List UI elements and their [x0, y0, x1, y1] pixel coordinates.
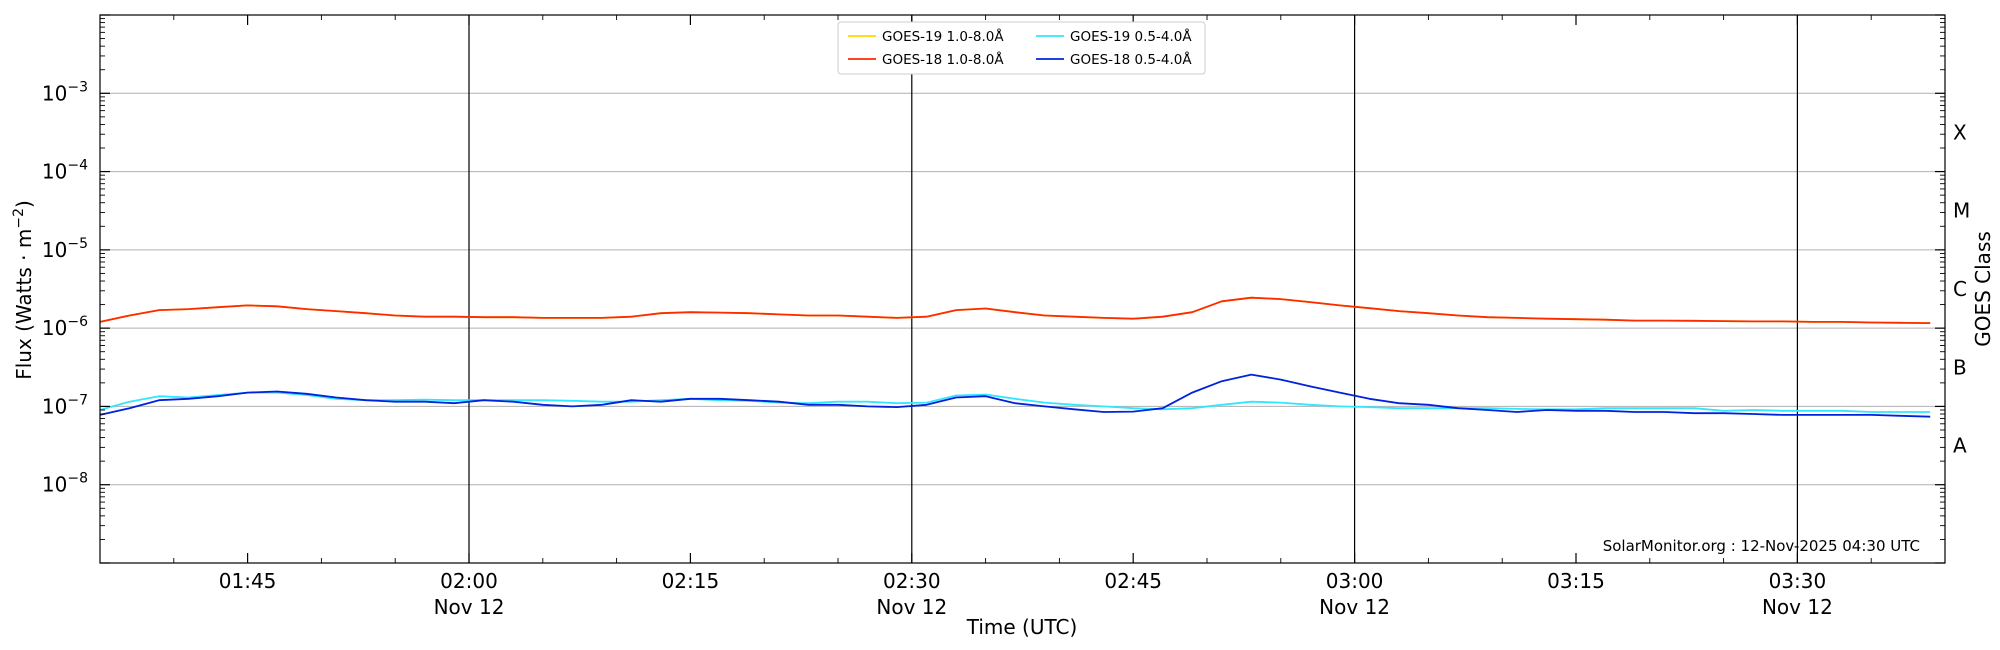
x-tick-date-label: Nov 12 — [1762, 595, 1833, 619]
y-tick-label: 10−3 — [42, 79, 88, 105]
legend-label: GOES-18 1.0-8.0Å — [882, 51, 1004, 68]
day-boundary-lines — [468, 15, 1799, 563]
series-lines — [99, 296, 1931, 418]
x-tick-label: 03:15 — [1547, 569, 1605, 593]
plot-frame — [99, 14, 1946, 564]
x-tick-label: 02:15 — [662, 569, 720, 593]
y-axis-label: Flux (Watts · m−2) — [11, 200, 36, 380]
legend-label: GOES-19 1.0-8.0Å — [882, 28, 1004, 45]
legend: GOES-19 1.0-8.0Å GOES-18 1.0-8.0Å GOES-19 … — [837, 21, 1206, 75]
x-tick-label: 03:00 — [1326, 569, 1384, 593]
credit-text: SolarMonitor.org : 12-Nov-2025 04:30 UTC — [1603, 537, 1920, 555]
x-tick-date-label: Nov 12 — [434, 595, 505, 619]
x-tick-label: 02:00 — [440, 569, 498, 593]
series-line-1 — [99, 296, 1931, 324]
x-tick-label: 01:45 — [219, 569, 277, 593]
goes-class-labels: X M C B A — [1953, 120, 1970, 457]
y-tick-label: 10−6 — [42, 314, 88, 340]
legend-box — [837, 21, 1206, 75]
y-tick-label: 10−7 — [42, 392, 88, 418]
grid-lines — [100, 92, 1945, 486]
y-tick-labels: 10−3 10−4 10−5 10−6 10−7 10−8 — [42, 79, 88, 496]
axis-ticks — [100, 14, 1945, 564]
series-line-0 — [99, 296, 1931, 324]
x-tick-label: 02:45 — [1104, 569, 1162, 593]
x-tick-date-label: Nov 12 — [1319, 595, 1390, 619]
y-axis-label-exponent: −2 — [11, 208, 27, 229]
series-line-3 — [99, 373, 1931, 418]
x-tick-label: 02:30 — [883, 569, 941, 593]
y-tick-label: 10−5 — [42, 236, 88, 262]
x-tick-label: 03:30 — [1769, 569, 1827, 593]
right-axis-label: GOES Class — [1971, 231, 1995, 347]
y-tick-label: 10−8 — [42, 471, 88, 497]
series-line-2 — [99, 391, 1931, 413]
legend-label: GOES-19 0.5-4.0Å — [1070, 28, 1192, 45]
goes-class-x: X — [1953, 120, 1967, 144]
goes-class-b: B — [1953, 355, 1967, 379]
y-axis-label-main: Flux (Watts · m — [12, 229, 36, 380]
legend-label: GOES-18 0.5-4.0Å — [1070, 51, 1192, 68]
x-axis-label: Time (UTC) — [966, 615, 1078, 639]
y-axis-label-close: ) — [12, 200, 36, 208]
x-tick-date-label: Nov 12 — [876, 595, 947, 619]
goes-class-m: M — [1953, 199, 1970, 223]
goes-class-a: A — [1953, 434, 1967, 458]
goes-class-c: C — [1953, 277, 1967, 301]
y-tick-label: 10−4 — [42, 158, 88, 184]
